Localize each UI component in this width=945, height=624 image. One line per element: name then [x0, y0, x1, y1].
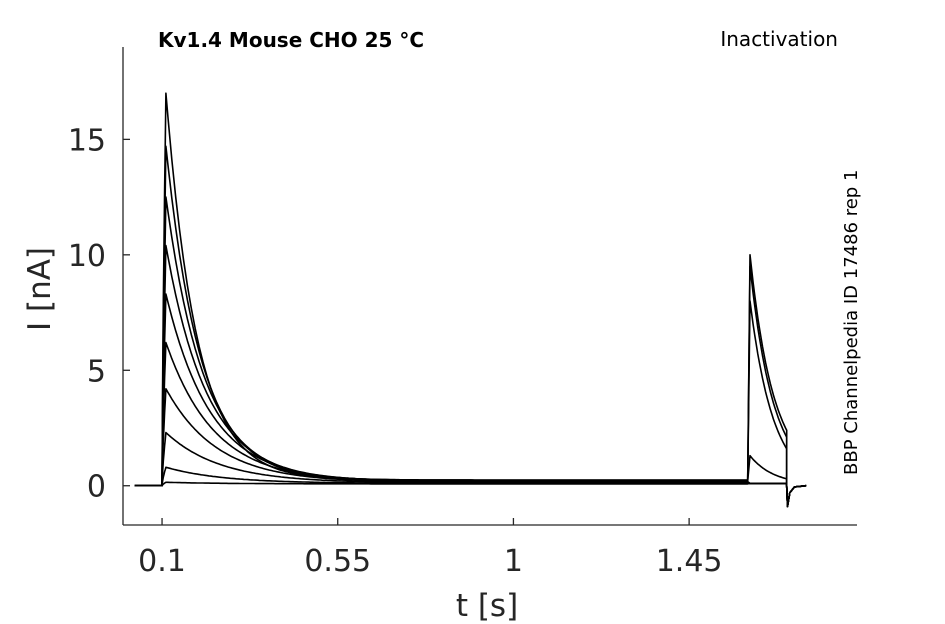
- current-trace-9: [134, 466, 807, 508]
- traces: [134, 92, 807, 508]
- y-tick-label: 0: [87, 470, 106, 505]
- x-tick-label: 1.45: [656, 544, 723, 579]
- y-tick-label: 5: [87, 354, 106, 389]
- x-tick-label: 1: [504, 544, 523, 579]
- chart-title: Kv1.4 Mouse CHO 25 °C: [158, 28, 424, 52]
- x-tick-label: 0.1: [138, 544, 186, 579]
- current-trace-4: [134, 244, 807, 508]
- current-trace-8: [134, 431, 807, 508]
- y-tick-label: 10: [68, 239, 106, 274]
- x-tick-label: 0.55: [304, 544, 371, 579]
- x-axis-label: t [s]: [456, 588, 518, 624]
- y-axis-label: I [nA]: [22, 247, 58, 331]
- y-tick-label: 15: [68, 123, 106, 158]
- current-trace-2: [134, 145, 807, 508]
- y-ticks: 0 5 10 15: [68, 123, 130, 505]
- current-trace-10: [134, 481, 807, 508]
- current-trace-7: [134, 388, 807, 508]
- current-trace-1: [134, 92, 807, 508]
- current-trace-3: [134, 196, 807, 508]
- chart-subtitle: Inactivation: [720, 27, 838, 51]
- x-ticks: 0.1 0.55 1 1.45: [138, 518, 723, 579]
- current-trace-5: [134, 293, 807, 508]
- channelpedia-id-label: BBP Channelpedia ID 17486 rep 1: [841, 170, 862, 475]
